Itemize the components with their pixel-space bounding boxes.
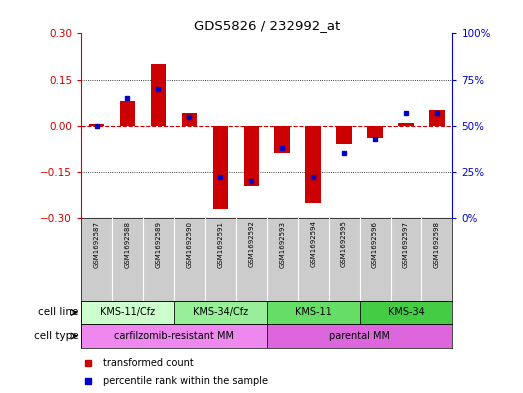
Bar xyxy=(120,101,135,126)
Text: KMS-11: KMS-11 xyxy=(295,307,332,318)
Bar xyxy=(267,324,452,348)
Bar xyxy=(81,324,267,348)
Text: GSM1692598: GSM1692598 xyxy=(434,220,440,268)
Text: KMS-34/Cfz: KMS-34/Cfz xyxy=(193,307,248,318)
Bar xyxy=(181,114,197,126)
Bar xyxy=(305,126,321,203)
Text: carfilzomib-resistant MM: carfilzomib-resistant MM xyxy=(114,331,234,341)
Bar xyxy=(174,301,267,324)
Text: GSM1692589: GSM1692589 xyxy=(155,220,162,268)
Text: parental MM: parental MM xyxy=(329,331,390,341)
Text: GSM1692587: GSM1692587 xyxy=(94,220,99,268)
Text: percentile rank within the sample: percentile rank within the sample xyxy=(104,376,268,386)
Text: KMS-11/Cfz: KMS-11/Cfz xyxy=(100,307,155,318)
Text: GSM1692595: GSM1692595 xyxy=(341,220,347,268)
Bar xyxy=(244,126,259,186)
Title: GDS5826 / 232992_at: GDS5826 / 232992_at xyxy=(194,19,340,32)
Bar xyxy=(81,301,174,324)
Text: GSM1692597: GSM1692597 xyxy=(403,220,409,268)
Bar xyxy=(89,124,104,126)
Text: GSM1692593: GSM1692593 xyxy=(279,220,285,268)
Text: cell type: cell type xyxy=(34,331,78,341)
Text: GSM1692590: GSM1692590 xyxy=(186,220,192,268)
Text: transformed count: transformed count xyxy=(104,358,194,368)
Bar xyxy=(151,64,166,126)
Bar xyxy=(275,126,290,153)
Text: GSM1692591: GSM1692591 xyxy=(218,220,223,268)
Bar xyxy=(267,301,360,324)
Text: GSM1692592: GSM1692592 xyxy=(248,220,254,268)
Text: GSM1692588: GSM1692588 xyxy=(124,220,130,268)
Bar xyxy=(429,110,445,126)
Text: GSM1692596: GSM1692596 xyxy=(372,220,378,268)
Text: GSM1692594: GSM1692594 xyxy=(310,220,316,268)
Text: cell line: cell line xyxy=(38,307,78,318)
Text: KMS-34: KMS-34 xyxy=(388,307,424,318)
Bar xyxy=(398,123,414,126)
Bar xyxy=(212,126,228,209)
Bar xyxy=(367,126,383,138)
Bar xyxy=(336,126,352,144)
Bar xyxy=(360,301,452,324)
